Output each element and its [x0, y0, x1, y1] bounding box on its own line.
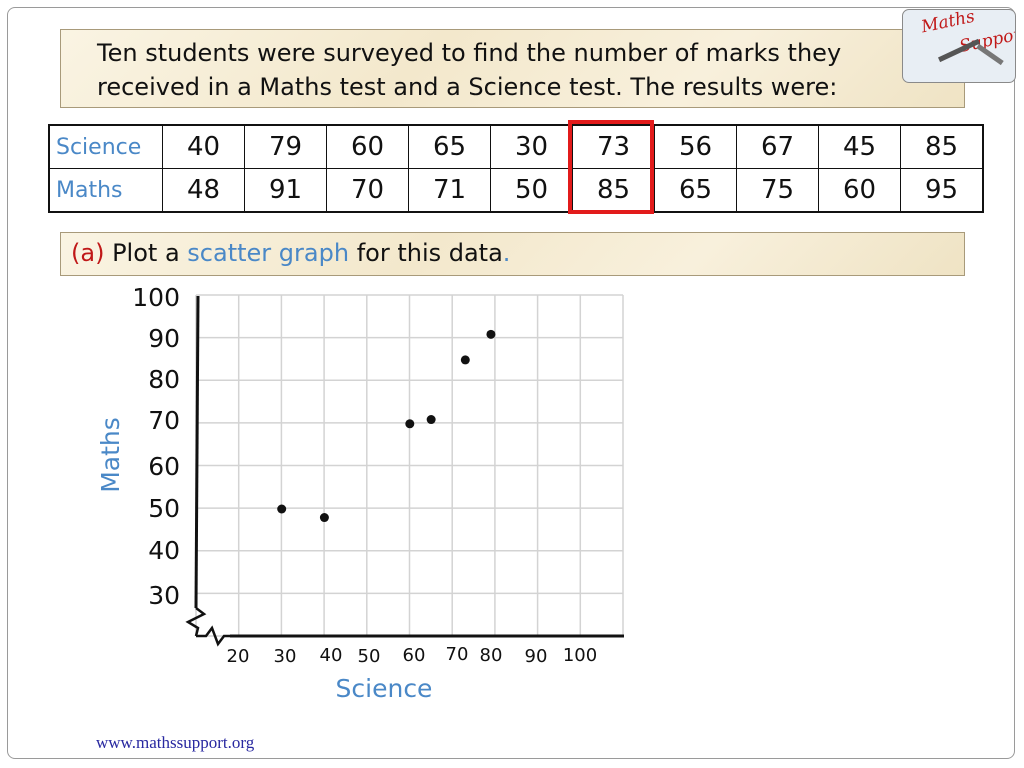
y-axis-break [185, 607, 207, 637]
question-text-start: Plot a [112, 239, 180, 267]
question-keyword: scatter graph [187, 239, 350, 267]
x-tick-label: 100 [563, 645, 597, 666]
x-tick-label: 70 [446, 644, 469, 665]
table-cell: 67 [736, 124, 819, 169]
x-axis-break [196, 625, 230, 647]
table-row-maths: Maths 48 91 70 71 50 85 65 75 60 95 [48, 168, 984, 213]
data-point [319, 513, 329, 523]
intro-line-2: received in a Maths test and a Science t… [97, 73, 838, 101]
data-point [460, 355, 470, 365]
data-point [486, 329, 496, 339]
y-tick-label: 40 [148, 536, 180, 565]
row-label-science: Science [48, 124, 163, 169]
question-box: (a) Plot a scatter graph for this data. [60, 232, 965, 276]
table-cell: 40 [162, 124, 245, 169]
x-tick-label: 40 [320, 645, 343, 666]
table-cell: 71 [408, 168, 491, 213]
results-table: Science 40 79 60 65 30 73 56 67 45 85 Ma… [48, 124, 984, 213]
x-tick-label: 30 [274, 646, 297, 667]
highlight-box [568, 120, 654, 214]
data-point [405, 419, 415, 429]
y-tick-label: 50 [148, 494, 180, 523]
x-axis-ticks: 20 30 40 50 60 70 80 90 100 [227, 644, 598, 667]
y-tick-label: 70 [148, 406, 180, 435]
table-row-science: Science 40 79 60 65 30 73 56 67 45 85 [48, 124, 984, 169]
table-cell: 48 [162, 168, 245, 213]
y-tick-label: 30 [148, 581, 180, 610]
question-text-end: for this data [356, 239, 503, 267]
x-axis-title: Science [336, 674, 433, 703]
table-cell: 85 [572, 168, 655, 213]
x-tick-label: 20 [227, 646, 250, 667]
question-end: . [502, 239, 511, 267]
table-cell: 60 [326, 124, 409, 169]
intro-text: Ten students were surveyed to find the n… [97, 36, 947, 104]
table-cell: 95 [900, 168, 984, 213]
x-tick-label: 90 [525, 646, 548, 667]
y-axis-line [194, 295, 200, 609]
footer-url: www.mathssupport.org [96, 733, 255, 752]
intro-line-1: Ten students were surveyed to find the n… [97, 39, 842, 67]
table-cell: 65 [654, 168, 737, 213]
y-axis-ticks: 100 90 80 70 60 50 40 30 [132, 283, 180, 610]
table-cell: 50 [490, 168, 573, 213]
y-tick-label: 60 [148, 452, 180, 481]
data-points [277, 329, 496, 523]
table-cell: 60 [818, 168, 901, 213]
data-point [426, 415, 436, 425]
intro-box: Ten students were surveyed to find the n… [60, 29, 965, 108]
row-label-maths: Maths [48, 168, 163, 213]
data-point [277, 504, 287, 514]
table-cell: 45 [818, 124, 901, 169]
x-tick-label: 60 [403, 645, 426, 666]
maths-support-logo: Maths Support [902, 9, 1016, 83]
y-tick-label: 90 [148, 324, 180, 353]
table-cell: 91 [244, 168, 327, 213]
x-tick-label: 50 [358, 646, 381, 667]
slide-frame [7, 7, 1015, 759]
table-cell: 79 [244, 124, 327, 169]
y-tick-label: 80 [148, 365, 180, 394]
table-cell: 85 [900, 124, 984, 169]
question-text: (a) Plot a scatter graph for this data. [71, 239, 510, 267]
table-cell: 30 [490, 124, 573, 169]
y-axis-title: Maths [96, 417, 125, 493]
chart-grid [195, 294, 624, 637]
question-label: (a) [71, 239, 105, 267]
y-tick-label: 100 [132, 283, 180, 312]
x-tick-label: 80 [480, 645, 503, 666]
table-cell: 75 [736, 168, 819, 213]
chart-axes [185, 295, 624, 647]
